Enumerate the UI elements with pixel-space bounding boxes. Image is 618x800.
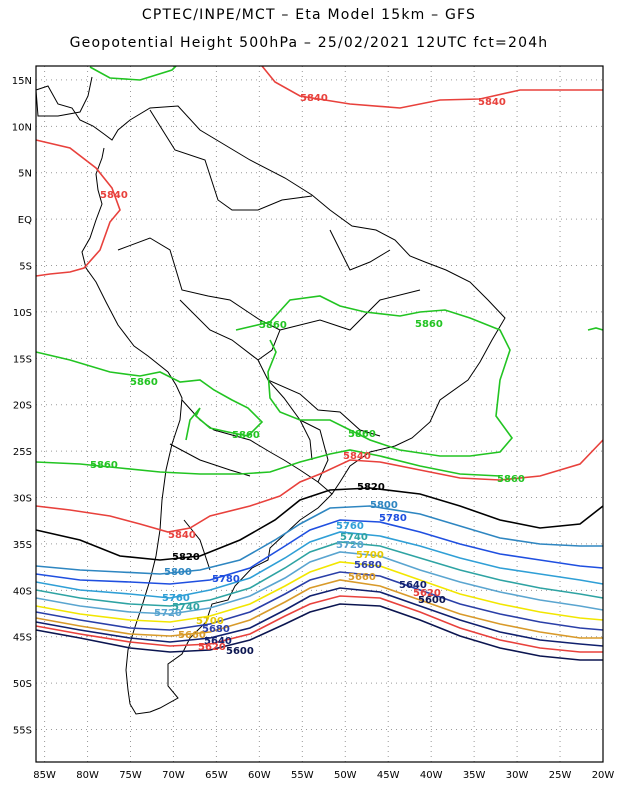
lon-tick-label: 35W — [463, 770, 486, 781]
lon-tick-label: 75W — [119, 770, 142, 781]
longitude-labels: 85W 80W 75W 70W 65W 60W 55W 50W 45W 40W 35W 30W 25W 2… — [33, 770, 614, 781]
contour-label: 5860 — [497, 474, 525, 485]
contour-5600 — [35, 603, 603, 661]
contour-5840-south — [35, 439, 604, 533]
contour-5740 — [35, 541, 604, 607]
contour-label: 5600 — [226, 646, 254, 657]
contour-label: 5680 — [354, 560, 382, 571]
lon-tick-label: 85W — [33, 770, 56, 781]
contour-5620 — [35, 595, 603, 653]
contour-label: 5840 — [343, 451, 371, 462]
contour-label: 5760 — [336, 521, 364, 532]
lat-tick-label: 55S — [13, 726, 32, 737]
contour-5820 — [35, 487, 604, 561]
contour-5860-east — [587, 327, 604, 331]
contour-label: 5700 — [196, 616, 224, 627]
lon-tick-label: 70W — [162, 770, 185, 781]
lon-tick-label: 30W — [506, 770, 529, 781]
lon-tick-label: 65W — [205, 770, 228, 781]
lon-tick-label: 80W — [76, 770, 99, 781]
lon-tick-label: 45W — [377, 770, 400, 781]
contour-label: 5700 — [356, 550, 384, 561]
contour-label: 5680 — [202, 624, 230, 635]
lat-tick-label: 45S — [13, 633, 32, 644]
contour-5840-west — [35, 139, 121, 277]
map-subtitle: Geopotential Height 500hPa – 25/02/2021 … — [69, 35, 549, 51]
contour-label: 5860 — [90, 460, 118, 471]
contour-5780 — [35, 519, 604, 585]
lat-lon-grid — [36, 66, 604, 762]
contour-label: 5640 — [204, 636, 232, 647]
lat-tick-label: 10N — [12, 122, 32, 133]
lon-tick-label: 25W — [549, 770, 572, 781]
lon-tick-label: 40W — [420, 770, 443, 781]
contour-label: 5620 — [413, 588, 441, 599]
contour-label: 5820 — [172, 552, 200, 563]
lat-tick-label: 15S — [13, 354, 32, 365]
contour-label: 5860 — [232, 430, 260, 441]
contour-label: 5740 — [172, 602, 200, 613]
contour-label: 5860 — [130, 377, 158, 388]
contour-5720 — [35, 551, 604, 615]
map-frame — [35, 65, 604, 763]
contour-label: 5820 — [357, 482, 385, 493]
contour-label: 5780 — [379, 513, 407, 524]
lat-tick-label: 10S — [13, 308, 32, 319]
lat-tick-label: 50S — [13, 679, 32, 690]
contour-5860-south — [35, 449, 501, 477]
contour-label: 5760 — [162, 593, 190, 604]
map-title: CPTEC/INPE/MCT – Eta Model 15km – GFS — [141, 7, 477, 23]
lat-tick-label: 15N — [12, 76, 32, 87]
lat-tick-label: 5S — [19, 262, 32, 273]
contour-label: 5660 — [348, 572, 376, 583]
contour-label: 5740 — [340, 532, 368, 543]
contour-label: 5800 — [164, 567, 192, 578]
contour-label: 5640 — [399, 580, 427, 591]
contour-5860-central — [35, 351, 264, 441]
contour-label: 5860 — [259, 320, 287, 331]
contour-label: 5860 — [348, 429, 376, 440]
lon-tick-label: 60W — [248, 770, 271, 781]
contour-5840-north — [261, 65, 603, 109]
lat-tick-label: EQ — [18, 215, 32, 226]
lat-tick-label: 25S — [13, 447, 32, 458]
lat-tick-label: 20S — [13, 401, 32, 412]
contour-label: 5800 — [370, 500, 398, 511]
contour-label: 5840 — [168, 530, 196, 541]
contour-label: 5840 — [100, 190, 128, 201]
contours — [35, 65, 604, 661]
contour-5660 — [35, 579, 603, 639]
lon-tick-label: 50W — [334, 770, 357, 781]
contour-label: 5860 — [415, 319, 443, 330]
lat-tick-label: 35S — [13, 540, 32, 551]
lat-tick-label: 40S — [13, 586, 32, 597]
contour-label: 5600 — [418, 595, 446, 606]
contour-5760 — [35, 531, 604, 599]
contour-5860-brazil — [235, 295, 514, 457]
lat-tick-label: 5N — [18, 169, 32, 180]
contour-label: 5660 — [178, 630, 206, 641]
contour-label: 5840 — [478, 97, 506, 108]
contour-labels: 5840 5840 5840 5840 5840 5860 5860 5860 … — [90, 93, 525, 657]
contour-5700 — [35, 561, 604, 623]
lat-tick-label: 30S — [13, 494, 32, 505]
contour-5680 — [35, 571, 604, 631]
contour-label: 5620 — [198, 642, 226, 653]
contour-label: 5720 — [154, 608, 182, 619]
lon-tick-label: 20W — [592, 770, 615, 781]
latitude-labels: 15N 10N 5N EQ 5S 10S 15S 20S 25S 30S 35S 40S 45S 50S 5… — [12, 76, 32, 737]
contour-label: 5720 — [336, 540, 364, 551]
contour-label: 5780 — [212, 574, 240, 585]
lon-tick-label: 55W — [291, 770, 314, 781]
contour-5640 — [35, 587, 604, 647]
contour-5860-north — [89, 65, 177, 81]
contour-5800 — [35, 505, 603, 575]
contour-label: 5840 — [300, 93, 328, 104]
